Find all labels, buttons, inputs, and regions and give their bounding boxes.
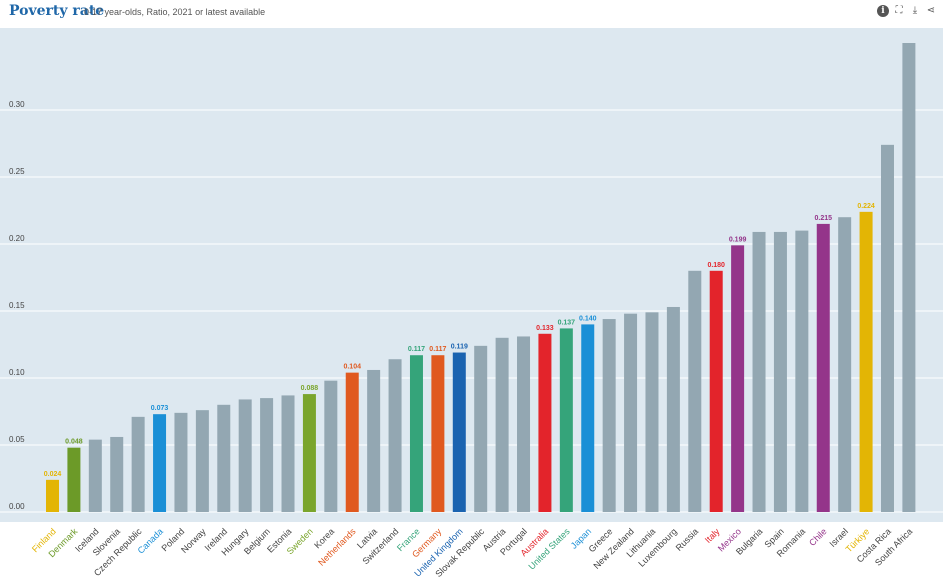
bar (752, 231, 766, 512)
bar (302, 394, 316, 512)
bar (517, 336, 531, 512)
bar (602, 319, 616, 512)
data-label: 0.088 (301, 385, 319, 392)
bar (666, 306, 680, 512)
bar (859, 211, 873, 512)
share-icon[interactable]: ⋖ (926, 5, 936, 16)
bar (495, 337, 509, 512)
data-label: 0.024 (44, 471, 62, 478)
data-label: 0.104 (343, 364, 361, 371)
bar (110, 436, 124, 512)
bar (431, 355, 445, 512)
bar (645, 312, 659, 512)
data-label: 0.048 (65, 439, 83, 446)
data-label: 0.215 (814, 215, 832, 222)
data-label: 0.119 (451, 344, 468, 351)
bar (367, 369, 381, 512)
bar (260, 398, 274, 512)
bar (559, 328, 573, 512)
chart-title: Poverty rate (9, 3, 105, 19)
y-tick-label: 0.10 (9, 368, 25, 377)
bar (195, 410, 209, 512)
data-label: 0.133 (536, 325, 554, 332)
info-icon[interactable]: i (877, 5, 889, 17)
data-label: 0.137 (558, 319, 576, 326)
y-tick-label: 0.30 (9, 100, 25, 109)
bar (324, 380, 338, 512)
bar (281, 395, 295, 512)
data-label: 0.180 (707, 262, 725, 269)
bar (474, 345, 488, 512)
bar (345, 372, 359, 512)
data-label: 0.199 (729, 236, 747, 243)
bar (174, 412, 188, 512)
bar (816, 223, 830, 512)
bar (217, 404, 231, 512)
y-tick-label: 0.20 (9, 234, 25, 243)
bar (388, 359, 402, 512)
bar (624, 313, 638, 512)
chart-header: Poverty rate 0-17 year-olds, Ratio, 2021… (0, 0, 943, 28)
x-tick-label: Chile (807, 526, 829, 548)
data-label: 0.117 (408, 346, 425, 353)
fullscreen-icon[interactable]: ⛶ (895, 5, 903, 16)
bar (773, 231, 787, 512)
bar (88, 439, 102, 512)
chart-toolbar: i ⛶ ⤓ ⋖ (877, 5, 937, 17)
bar (581, 324, 595, 512)
bar (902, 43, 916, 512)
bar (538, 333, 552, 512)
data-label: 0.224 (857, 203, 875, 210)
download-icon[interactable]: ⤓ (912, 5, 918, 16)
y-tick-label: 0.05 (9, 435, 25, 444)
bar (131, 416, 145, 512)
bar (153, 414, 167, 512)
bar (46, 479, 59, 512)
bar (688, 270, 702, 512)
bar (709, 270, 723, 512)
bar (838, 217, 852, 512)
data-label: 0.073 (151, 405, 169, 412)
x-tick-label: Russia (674, 526, 701, 553)
chart-subtitle: 0-17 year-olds, Ratio, 2021 or latest av… (84, 7, 266, 17)
x-tick-label: Norway (179, 526, 208, 555)
bar (731, 245, 745, 512)
bar (238, 399, 252, 512)
data-label: 0.140 (579, 315, 597, 322)
bar (880, 144, 894, 512)
data-label: 0.117 (429, 346, 446, 353)
bar (67, 447, 81, 512)
y-tick-label: 0.00 (9, 502, 25, 511)
bar (409, 355, 423, 512)
bar (795, 230, 809, 512)
bar (452, 352, 466, 512)
y-tick-label: 0.25 (9, 167, 25, 176)
y-tick-label: 0.15 (9, 301, 25, 310)
